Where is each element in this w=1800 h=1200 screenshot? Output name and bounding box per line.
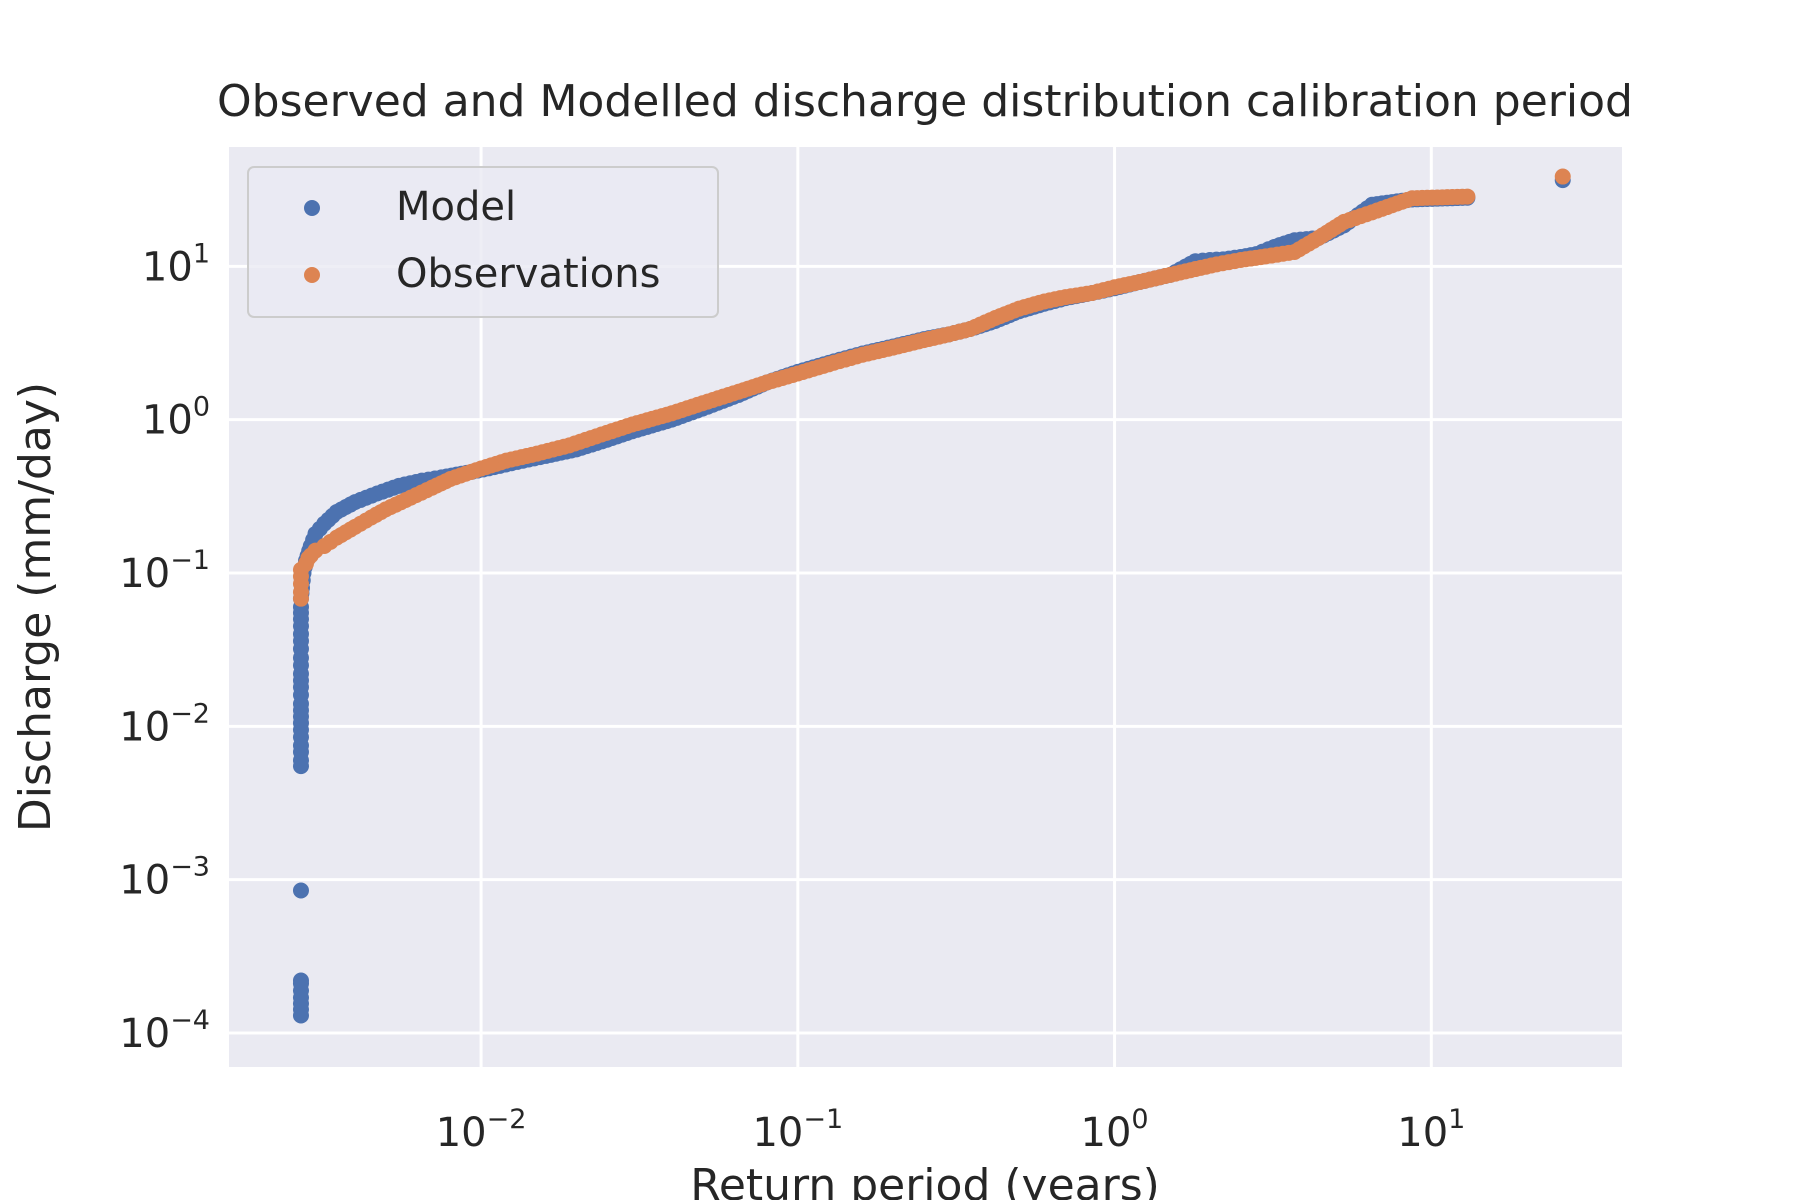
series-observations <box>292 168 1571 607</box>
grid <box>229 147 1622 1067</box>
data-point <box>292 972 309 989</box>
series-layer <box>292 168 1571 1024</box>
legend-marker-observations <box>304 267 320 283</box>
legend-label-model: Model <box>396 184 516 230</box>
y-axis-label: Discharge (mm/day) <box>10 382 61 832</box>
x-tick-label: 101 <box>1397 1104 1465 1156</box>
x-tick-label: 100 <box>1081 1104 1149 1156</box>
ticks: 10−2 10−1 100 101 10−4 10−3 10−2 10−1 100 101 <box>119 238 1465 1156</box>
x-axis-label: Return period (years) <box>690 1160 1160 1200</box>
y-tick-label: 10−3 <box>119 852 210 904</box>
chart-title: Observed and Modelled discharge distribu… <box>217 76 1633 127</box>
legend: Model Observations <box>247 166 719 318</box>
y-tick-label: 10−1 <box>119 545 210 597</box>
y-tick-label: 10−4 <box>119 1005 210 1057</box>
legend-box <box>247 166 719 318</box>
x-tick-label: 10−1 <box>752 1104 843 1156</box>
y-tick-label: 100 <box>142 392 210 444</box>
y-tick-label: 10−2 <box>119 698 210 750</box>
x-tick-label: 10−2 <box>436 1104 527 1156</box>
data-point <box>1459 188 1476 205</box>
y-tick-label: 101 <box>142 238 210 290</box>
data-point <box>1554 168 1571 185</box>
legend-label-observations: Observations <box>396 251 660 297</box>
data-point <box>292 882 309 899</box>
legend-marker-model <box>304 200 320 216</box>
